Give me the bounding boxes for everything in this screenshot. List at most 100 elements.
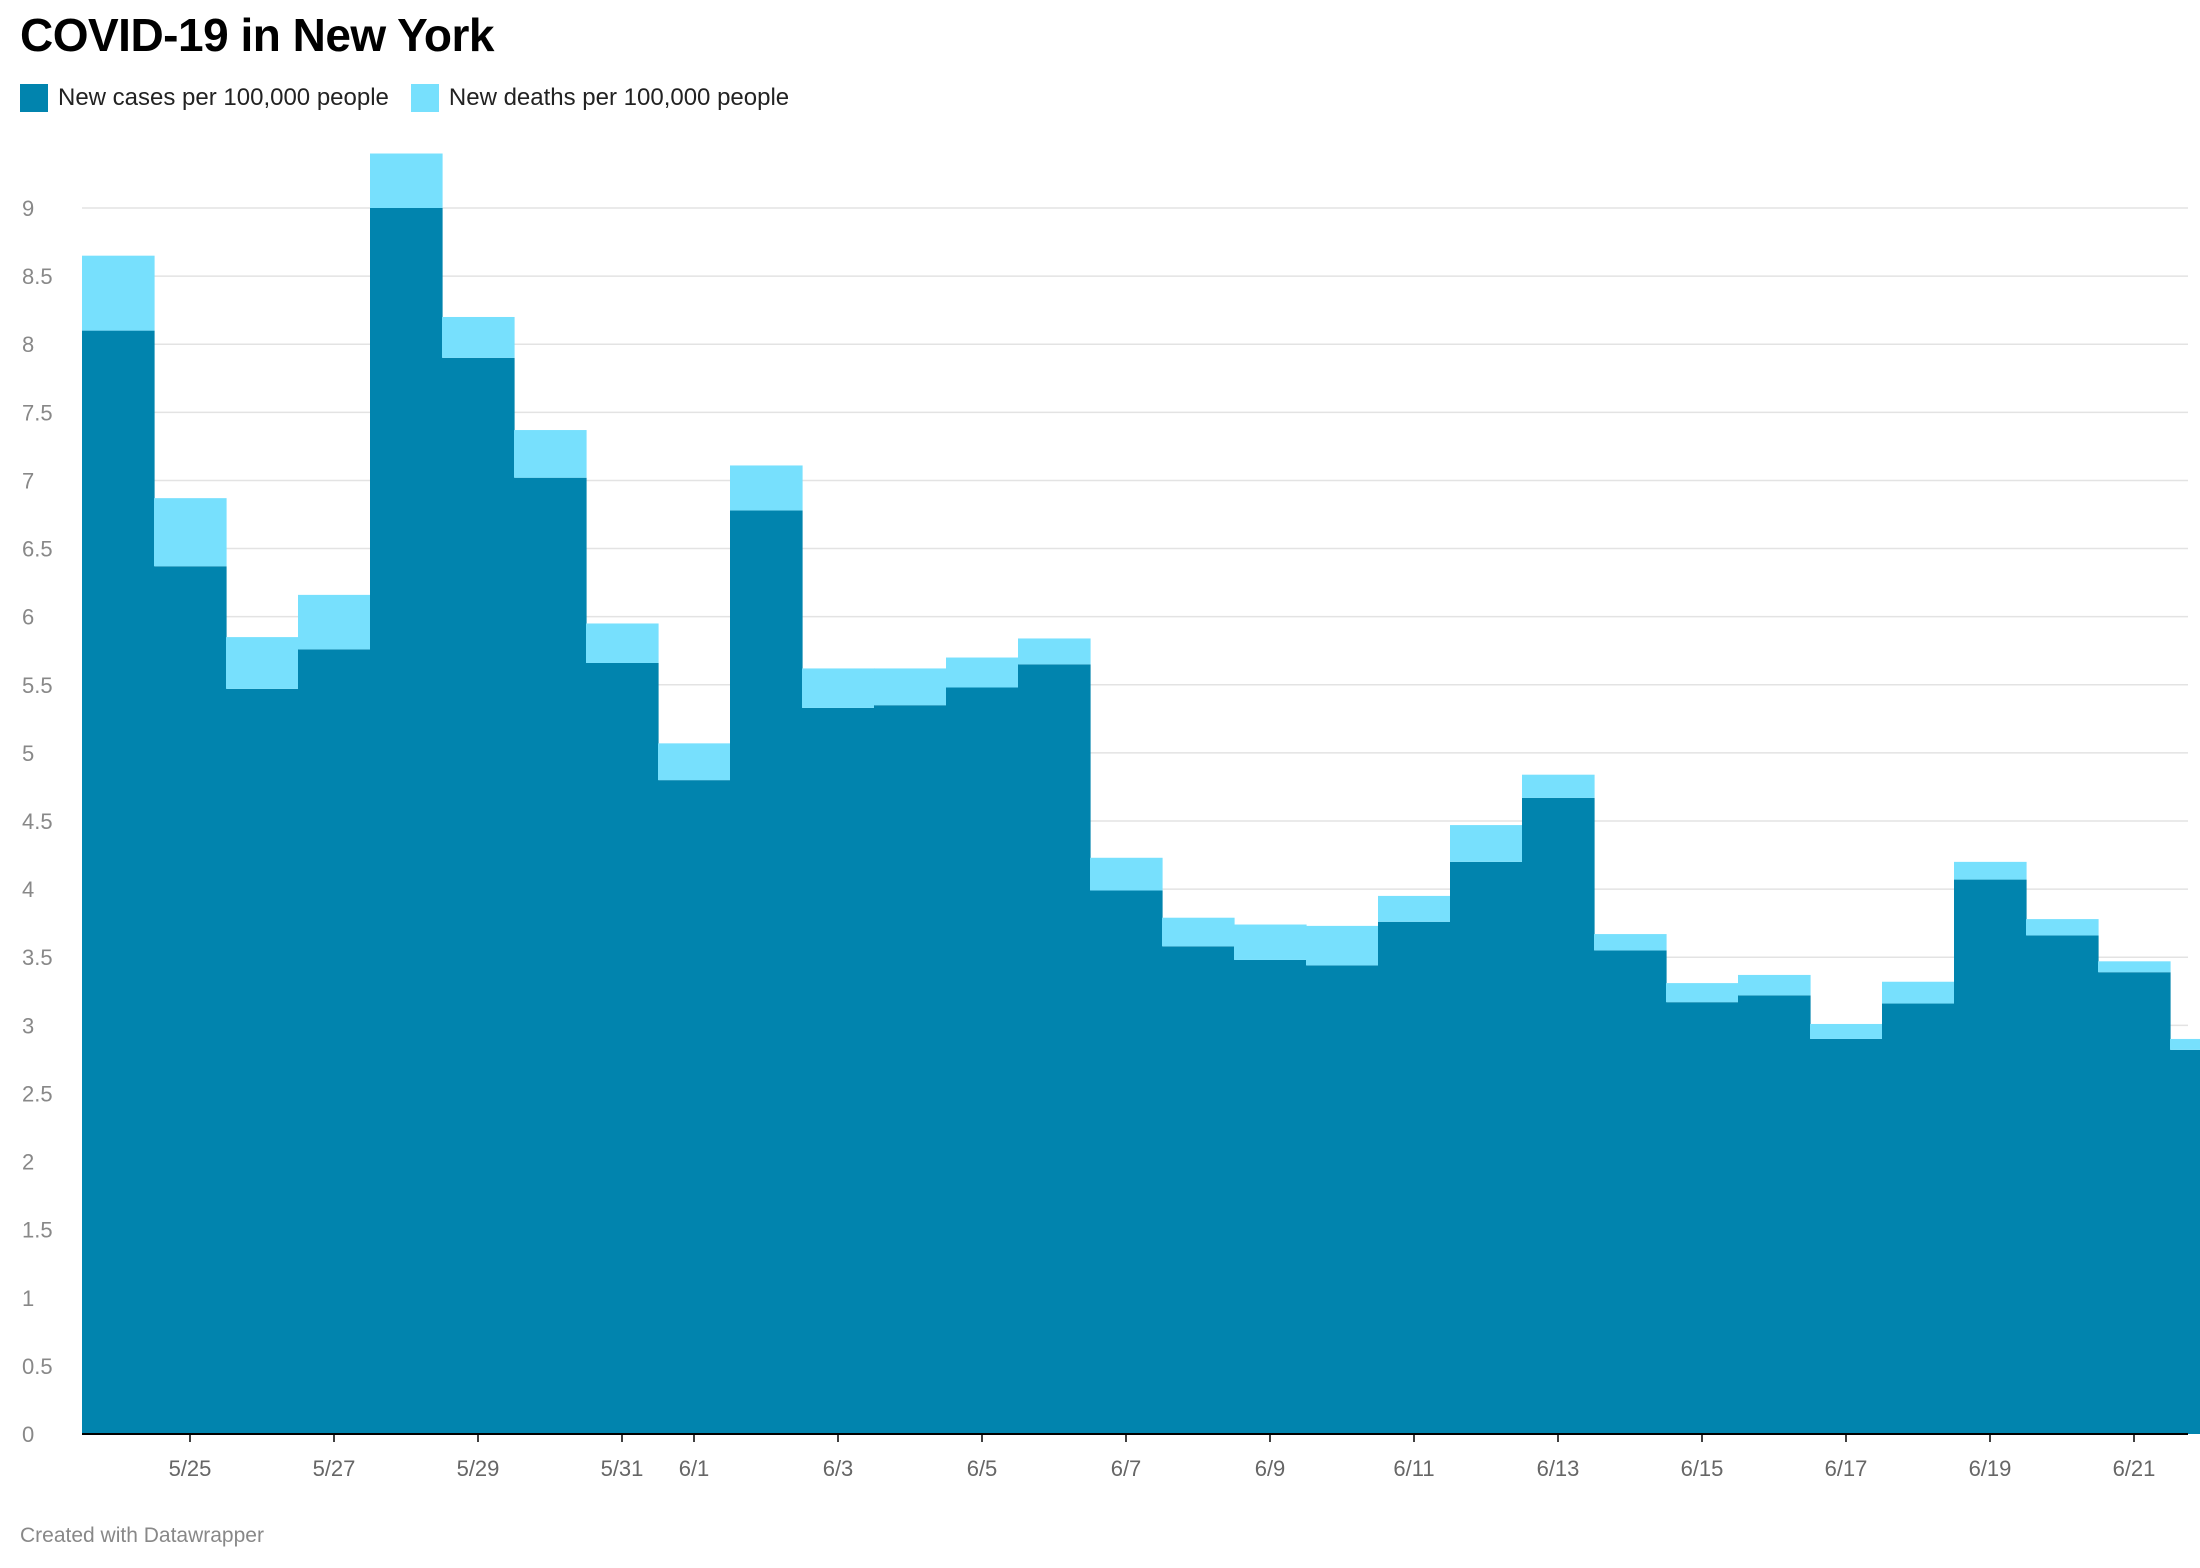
y-tick-label: 8: [22, 332, 34, 357]
bar-cases: [298, 649, 371, 1434]
bar-deaths: [1666, 983, 1739, 1003]
bar-deaths: [514, 430, 587, 478]
y-tick-label: 7: [22, 468, 34, 493]
bar-deaths: [1378, 895, 1451, 922]
bar-cases: [1738, 995, 1811, 1434]
bar-cases: [946, 687, 1019, 1434]
bar-deaths: [1306, 925, 1379, 966]
x-tick-label: 5/29: [457, 1456, 500, 1481]
legend-swatch-cases: [20, 84, 48, 112]
bar-deaths: [1162, 917, 1235, 947]
legend-item-cases: New cases per 100,000 people: [20, 84, 389, 112]
bar-cases: [1954, 879, 2027, 1434]
bar-deaths: [586, 623, 659, 663]
x-tick-label: 6/5: [967, 1456, 998, 1481]
bar-cases: [442, 357, 515, 1434]
bar-cases: [2026, 935, 2099, 1434]
bar-cases: [658, 780, 731, 1434]
bar-cases: [586, 662, 659, 1434]
footer-credit: Created with Datawrapper: [20, 1524, 264, 1547]
bar-cases: [802, 707, 875, 1434]
bars: [82, 153, 2200, 1435]
bar-cases: [1450, 861, 1523, 1434]
x-tick-label: 6/21: [2113, 1456, 2156, 1481]
bar-cases: [730, 510, 803, 1434]
y-tick-label: 2.5: [22, 1081, 53, 1106]
y-tick-label: 9: [22, 196, 34, 221]
x-tick-label: 6/15: [1681, 1456, 1724, 1481]
bar-cases: [154, 566, 227, 1434]
legend-swatch-deaths: [410, 84, 439, 112]
bar-cases: [1666, 1002, 1739, 1434]
y-tick-label: 6: [22, 605, 34, 630]
bar-deaths: [1450, 825, 1523, 862]
bar-cases: [874, 705, 947, 1434]
x-tick-label: 6/19: [1969, 1456, 2012, 1481]
bar-cases: [82, 330, 155, 1435]
bar-cases: [2170, 1049, 2200, 1434]
bar-deaths: [154, 498, 227, 567]
legend-item-deaths: New deaths per 100,000 people: [410, 84, 790, 112]
y-tick-label: 0: [22, 1422, 34, 1447]
bar-cases: [1522, 797, 1595, 1434]
bar-cases: [1018, 664, 1091, 1434]
bar-cases: [1090, 890, 1163, 1434]
bar-cases: [514, 477, 587, 1435]
bar-deaths: [1954, 861, 2027, 880]
y-tick-label: 2: [22, 1150, 34, 1175]
bar-cases: [1306, 965, 1379, 1434]
y-tick-label: 1: [22, 1286, 34, 1311]
x-tick-label: 6/7: [1111, 1456, 1142, 1481]
x-tick-label: 5/27: [313, 1456, 356, 1481]
bar-deaths: [1738, 974, 1811, 996]
bar-deaths: [946, 657, 1019, 688]
bar-deaths: [2026, 919, 2099, 936]
bar-deaths: [2098, 961, 2171, 973]
bar-deaths: [442, 316, 515, 358]
x-tick-label: 6/9: [1255, 1456, 1286, 1481]
bar-deaths: [370, 153, 443, 208]
bar-cases: [1882, 1003, 1955, 1434]
bar-deaths: [1882, 981, 1955, 1004]
y-tick-label: 3.5: [22, 945, 53, 970]
bar-cases: [226, 688, 299, 1434]
x-tick-label: 6/3: [823, 1456, 854, 1481]
y-tick-label: 6.5: [22, 537, 53, 562]
y-tick-label: 4.5: [22, 809, 53, 834]
y-tick-label: 1.5: [22, 1218, 53, 1243]
legend-label-cases: New cases per 100,000 people: [58, 84, 389, 111]
x-tick-label: 5/31: [601, 1456, 644, 1481]
bar-deaths: [874, 668, 947, 706]
bar-deaths: [298, 594, 371, 650]
x-tick-label: 6/1: [679, 1456, 710, 1481]
bar-deaths: [730, 465, 803, 511]
bar-deaths: [1090, 857, 1163, 891]
x-tick-label: 6/13: [1537, 1456, 1580, 1481]
bar-deaths: [82, 255, 155, 331]
bar-cases: [1162, 946, 1235, 1434]
bar-cases: [1378, 921, 1451, 1434]
y-tick-label: 0.5: [22, 1354, 53, 1379]
y-tick-label: 7.5: [22, 400, 53, 425]
x-tick-label: 6/17: [1825, 1456, 1868, 1481]
bar-cases: [2098, 972, 2171, 1434]
bar-deaths: [1594, 934, 1667, 951]
y-tick-label: 5: [22, 741, 34, 766]
legend-label-deaths: New deaths per 100,000 people: [448, 84, 790, 111]
bar-cases: [370, 208, 443, 1434]
axes: 0 0.5 1 1.5 2 2.5 3 3.5 4 4.5 5 5.5 6 6.5 7 7.5 8 8.5 9 5/2…: [22, 196, 2188, 1481]
y-tick-label: 8.5: [22, 264, 53, 289]
bar-deaths: [226, 637, 299, 689]
y-tick-label: 5.5: [22, 673, 53, 698]
x-tick-label: 6/11: [1393, 1456, 1434, 1481]
bar-cases: [1594, 950, 1667, 1434]
y-tick-label: 4: [22, 877, 34, 902]
chart-title: COVID-19 in New York: [20, 9, 495, 61]
bar-cases: [1810, 1038, 1883, 1434]
x-tick-label: 5/25: [169, 1456, 212, 1481]
y-tick-label: 3: [22, 1013, 34, 1038]
bar-deaths: [1522, 774, 1595, 798]
bar-deaths: [2170, 1038, 2200, 1050]
bar-deaths: [802, 668, 875, 708]
bar-deaths: [1234, 924, 1307, 960]
